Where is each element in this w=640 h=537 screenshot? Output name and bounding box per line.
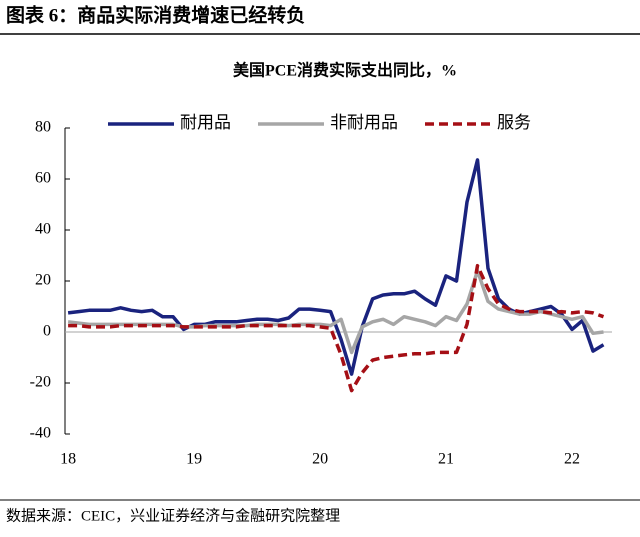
y-tick-label: 80 [35,119,51,136]
series-line [67,158,605,376]
legend-label: 耐用品 [180,113,231,132]
y-tick-label: 20 [35,272,51,289]
y-tick-label: 0 [43,323,51,340]
x-tick-label: 20 [312,451,328,468]
source-note: 数据来源：CEIC，兴业证券经济与金融研究院整理 [6,506,340,524]
legend-label: 服务 [497,113,531,132]
x-tick-label: 22 [564,451,580,468]
y-tick-label: -40 [30,425,51,442]
page-title: 图表 6：商品实际消费增速已经转负 [6,3,305,26]
x-tick-label: 18 [60,451,76,468]
y-tick-label: 60 [35,170,51,187]
x-tick-label: 19 [186,451,202,468]
y-tick-label: -20 [30,374,51,391]
chart-title: 美国PCE消费实际支出同比，% [233,61,457,80]
series-line [68,263,605,393]
x-tick-label: 21 [438,451,454,468]
y-tick-label: 40 [35,221,51,238]
legend-label: 非耐用品 [330,113,398,132]
